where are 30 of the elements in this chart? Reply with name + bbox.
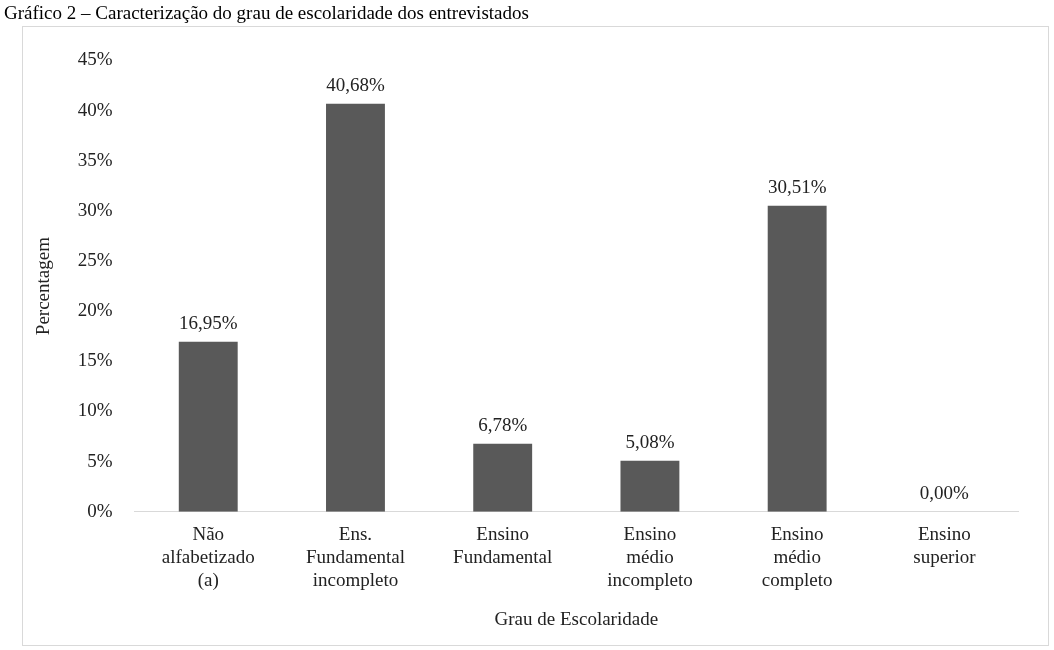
- x-tick-label: Ens. Fundamental incompleto: [305, 523, 406, 590]
- x-tick-label: Ensino Fundamental: [453, 523, 553, 567]
- bar: [473, 443, 533, 512]
- y-tick-label: 5%: [87, 449, 113, 471]
- data-label: 16,95%: [178, 312, 238, 334]
- y-tick-label: 35%: [77, 148, 113, 170]
- data-label: 6,78%: [478, 414, 528, 436]
- y-tick-label: 40%: [77, 98, 113, 120]
- data-label: 0,00%: [919, 482, 970, 504]
- x-axis-title: Grau de Escolaridade: [494, 607, 659, 629]
- y-tick-label: 15%: [77, 349, 113, 371]
- bar: [767, 205, 827, 512]
- y-tick-label: 20%: [77, 299, 113, 321]
- y-tick-label: 25%: [77, 249, 113, 271]
- y-axis-title: Percentagem: [32, 236, 54, 336]
- x-tick-label: Ensino médio incompleto: [607, 523, 693, 590]
- x-tick-label: Ensino superior: [913, 523, 977, 567]
- y-tick-label: 45%: [77, 48, 113, 70]
- x-tick-label: Não alfabetizado (a): [161, 523, 255, 591]
- data-label: 30,51%: [767, 176, 827, 198]
- data-label: 40,68%: [326, 74, 385, 96]
- data-label: 5,08%: [625, 431, 675, 453]
- x-tick-label: Ensino médio completo: [761, 523, 833, 590]
- bar: [178, 341, 238, 512]
- y-tick-label: 30%: [77, 198, 113, 220]
- y-tick-label: 10%: [77, 399, 113, 421]
- y-tick-label: 0%: [87, 499, 113, 521]
- bar: [326, 103, 385, 512]
- chart-title: Gráfico 2 – Caracterização do grau de escolaridade dos entrevistados: [3, 1, 530, 25]
- bar: [620, 460, 680, 512]
